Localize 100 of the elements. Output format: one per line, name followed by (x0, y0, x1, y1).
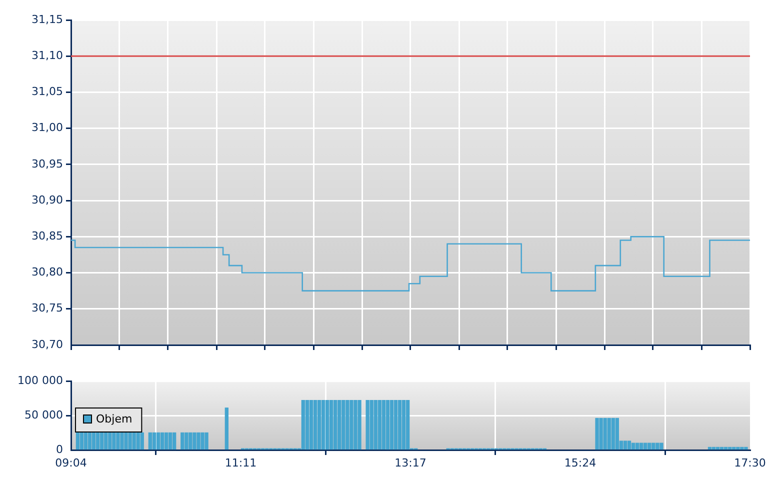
bar (635, 442, 640, 450)
bar (350, 400, 354, 450)
bar (346, 400, 350, 450)
bar (334, 400, 338, 450)
y-tick-label: 31,00 (32, 121, 63, 134)
bar (80, 432, 84, 450)
bar (394, 400, 398, 450)
bar (128, 432, 132, 450)
bar (354, 400, 358, 450)
bar (736, 446, 740, 450)
y-tick-label: 100 000 (18, 374, 63, 387)
bar (140, 432, 144, 450)
bar (370, 400, 374, 450)
bar (76, 432, 80, 450)
bar (188, 432, 192, 450)
bar (112, 432, 116, 450)
bar (639, 442, 644, 450)
bar (366, 400, 370, 450)
y-tick-label: 30,95 (32, 157, 63, 170)
bar (720, 446, 724, 450)
x-tick-label: 15:24 (564, 456, 596, 470)
bar (732, 446, 736, 450)
bar (84, 432, 88, 450)
bar (317, 400, 322, 450)
x-tick-label: 17:30 (734, 456, 766, 470)
bar (382, 400, 386, 450)
bar (136, 432, 140, 450)
bar (321, 400, 326, 450)
x-tick-label: 13:17 (394, 456, 426, 470)
bar (108, 432, 112, 450)
bar (398, 400, 402, 450)
bar (104, 432, 108, 450)
y-tick-label: 30,90 (32, 193, 63, 206)
y-tick-label: 30,80 (32, 266, 63, 279)
bar (374, 400, 378, 450)
bar (603, 418, 607, 450)
y-tick-label: 50 000 (24, 408, 63, 422)
bar (224, 408, 228, 450)
bar (100, 432, 104, 450)
y-tick-label: 30,70 (32, 338, 63, 351)
bar (325, 400, 330, 450)
bar (301, 400, 305, 450)
bar (627, 440, 632, 450)
bar (305, 400, 309, 450)
bar (728, 446, 732, 450)
bar (120, 432, 124, 450)
y-tick-label: 31,05 (32, 85, 63, 98)
bar (148, 432, 152, 450)
bar (724, 446, 728, 450)
bar (313, 400, 318, 450)
bar (656, 442, 660, 450)
bar (652, 442, 656, 450)
bar (132, 432, 136, 450)
y-tick-label: 0 (56, 442, 63, 456)
bar (124, 432, 128, 450)
bar (740, 446, 744, 450)
bar (378, 400, 382, 450)
bar (708, 446, 712, 450)
bar (595, 418, 599, 450)
bar (180, 432, 184, 450)
y-tick-label: 31,10 (32, 48, 63, 62)
bar (200, 432, 204, 450)
x-tick-label: 11:11 (224, 456, 257, 470)
bar (406, 400, 410, 450)
bar (338, 400, 342, 450)
bar (358, 400, 362, 450)
bar (164, 432, 168, 450)
y-tick-label: 31,15 (32, 12, 63, 26)
bar (716, 446, 720, 450)
bar (309, 400, 314, 450)
bar (390, 400, 394, 450)
x-tick-label: 09:04 (55, 456, 87, 470)
bar (631, 442, 636, 450)
bar (386, 400, 390, 450)
bar (156, 432, 160, 450)
bar (660, 442, 664, 450)
bar (92, 432, 96, 450)
bar (172, 432, 176, 450)
bar (623, 440, 628, 450)
bar (607, 418, 611, 450)
bar (744, 446, 748, 450)
bar (196, 432, 200, 450)
bar (599, 418, 603, 450)
bar (96, 432, 100, 450)
bar (168, 432, 172, 450)
y-tick-label: 30,75 (32, 302, 63, 315)
bar (184, 432, 188, 450)
bar (192, 432, 196, 450)
bar (329, 400, 334, 450)
bar (160, 432, 164, 450)
bar (644, 442, 648, 450)
bar (152, 432, 156, 450)
bar (611, 418, 615, 450)
bar (712, 446, 716, 450)
bar (116, 432, 120, 450)
y-tick-label: 30,85 (32, 230, 63, 243)
legend-label: Objem (96, 412, 132, 426)
bar (615, 418, 619, 450)
bar (648, 442, 652, 450)
bar (204, 432, 208, 450)
